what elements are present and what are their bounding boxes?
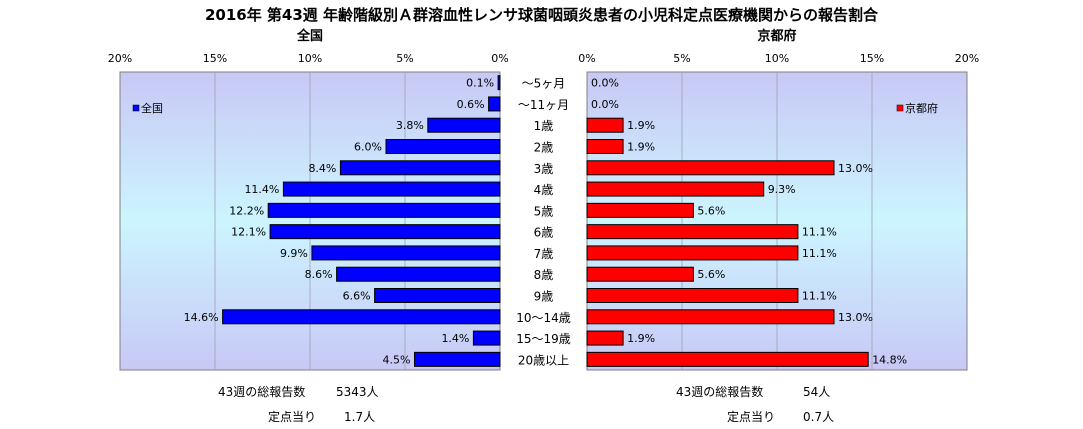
data-label: 11.4% bbox=[244, 183, 279, 196]
category-label: 20歳以上 bbox=[518, 353, 569, 367]
bar bbox=[427, 117, 501, 133]
data-label: 11.1% bbox=[802, 290, 837, 303]
x-tick-label: 0% bbox=[578, 52, 595, 65]
category-label: 3歳 bbox=[534, 162, 554, 176]
legend-label-1: 全国 bbox=[141, 101, 163, 115]
category-label: ～11ヶ月 bbox=[518, 98, 569, 112]
x-tick-label: 10% bbox=[765, 52, 789, 65]
data-label: 9.3% bbox=[768, 183, 796, 196]
data-label: 13.0% bbox=[838, 162, 873, 175]
x-tick-label: 0% bbox=[491, 52, 508, 65]
bar bbox=[374, 288, 501, 303]
x-tick-label: 20% bbox=[955, 52, 979, 65]
bar bbox=[414, 351, 501, 367]
bar bbox=[586, 181, 765, 197]
category-label: 8歳 bbox=[534, 268, 554, 282]
category-label: 2歳 bbox=[534, 141, 554, 155]
bar bbox=[586, 288, 799, 303]
data-label: 13.0% bbox=[838, 311, 873, 324]
bar bbox=[586, 309, 835, 325]
bar bbox=[586, 139, 624, 154]
data-label: 8.4% bbox=[308, 162, 336, 175]
data-label: 0.0% bbox=[591, 98, 619, 111]
data-label: 1.9% bbox=[627, 141, 655, 154]
national-total-value: 5343人 bbox=[336, 385, 379, 399]
category-label: 1歳 bbox=[534, 119, 554, 133]
data-label: 11.1% bbox=[802, 226, 837, 239]
x-tick-label: 15% bbox=[203, 52, 227, 65]
legend-swatch-2 bbox=[896, 104, 904, 112]
kyoto-total-value: 54人 bbox=[803, 385, 831, 399]
data-label: 3.8% bbox=[396, 119, 424, 132]
bar bbox=[267, 202, 501, 218]
national-per-label: 定点当り bbox=[268, 410, 317, 424]
data-label: 12.1% bbox=[231, 226, 266, 239]
category-label: 15～19歳 bbox=[516, 332, 571, 346]
bar bbox=[586, 160, 835, 176]
bar bbox=[488, 96, 501, 112]
data-label: 5.6% bbox=[697, 204, 725, 217]
bar bbox=[336, 266, 501, 282]
category-label: 6歳 bbox=[534, 226, 554, 240]
data-label: 0.1% bbox=[466, 77, 494, 90]
category-label: 7歳 bbox=[534, 247, 554, 261]
x-tick-label: 5% bbox=[396, 52, 413, 65]
data-label: 0.0% bbox=[591, 77, 619, 90]
bar bbox=[472, 330, 501, 346]
x-tick-label: 10% bbox=[298, 52, 322, 65]
bar bbox=[282, 181, 501, 197]
x-tick-label: 15% bbox=[860, 52, 884, 65]
data-label: 14.8% bbox=[872, 353, 907, 366]
legend-label-2: 京都府 bbox=[905, 101, 938, 115]
bar bbox=[497, 75, 501, 91]
data-label: 14.6% bbox=[184, 311, 219, 324]
bar bbox=[385, 139, 501, 154]
bar bbox=[586, 351, 869, 367]
data-label: 6.0% bbox=[354, 141, 382, 154]
category-label: 4歳 bbox=[534, 183, 554, 197]
data-label: 11.1% bbox=[802, 247, 837, 260]
legend-swatch-1 bbox=[132, 104, 140, 112]
bar bbox=[586, 245, 799, 261]
data-label: 6.6% bbox=[343, 290, 371, 303]
x-tick-label: 20% bbox=[108, 52, 132, 65]
bar bbox=[269, 224, 501, 240]
data-label: 12.2% bbox=[229, 204, 264, 217]
kyoto-total-label: 43週の総報告数 bbox=[676, 385, 764, 399]
chart-title: 2016年 第43週 年齢階級別Ａ群溶血性レンサ球菌咽頭炎患者の小児科定点医療機… bbox=[204, 6, 879, 24]
data-label: 0.6% bbox=[457, 98, 485, 111]
bar bbox=[586, 202, 694, 218]
data-label: 1.9% bbox=[627, 332, 655, 345]
kyoto-per-value: 0.7人 bbox=[803, 410, 835, 424]
bar bbox=[586, 224, 799, 240]
category-label: 10～14歳 bbox=[516, 311, 571, 325]
data-label: 5.6% bbox=[697, 268, 725, 281]
data-label: 1.9% bbox=[627, 119, 655, 132]
data-label: 8.6% bbox=[305, 268, 333, 281]
data-label: 9.9% bbox=[280, 247, 308, 260]
panel-title-2: 京都府 bbox=[757, 28, 796, 44]
category-label: 5歳 bbox=[534, 204, 554, 218]
bar bbox=[586, 330, 624, 346]
data-label: 1.4% bbox=[441, 332, 469, 345]
bar bbox=[339, 160, 501, 176]
bar bbox=[586, 117, 624, 133]
bar bbox=[311, 245, 501, 261]
category-label: 9歳 bbox=[534, 290, 554, 304]
national-per-value: 1.7人 bbox=[344, 410, 376, 424]
bar bbox=[222, 309, 501, 325]
data-label: 4.5% bbox=[383, 353, 411, 366]
bar bbox=[586, 266, 694, 282]
x-tick-label: 5% bbox=[673, 52, 690, 65]
category-label: ～5ヶ月 bbox=[522, 77, 566, 91]
kyoto-per-label: 定点当り bbox=[727, 410, 776, 424]
national-total-label: 43週の総報告数 bbox=[218, 385, 306, 399]
panel-title-1: 全国 bbox=[296, 28, 323, 44]
